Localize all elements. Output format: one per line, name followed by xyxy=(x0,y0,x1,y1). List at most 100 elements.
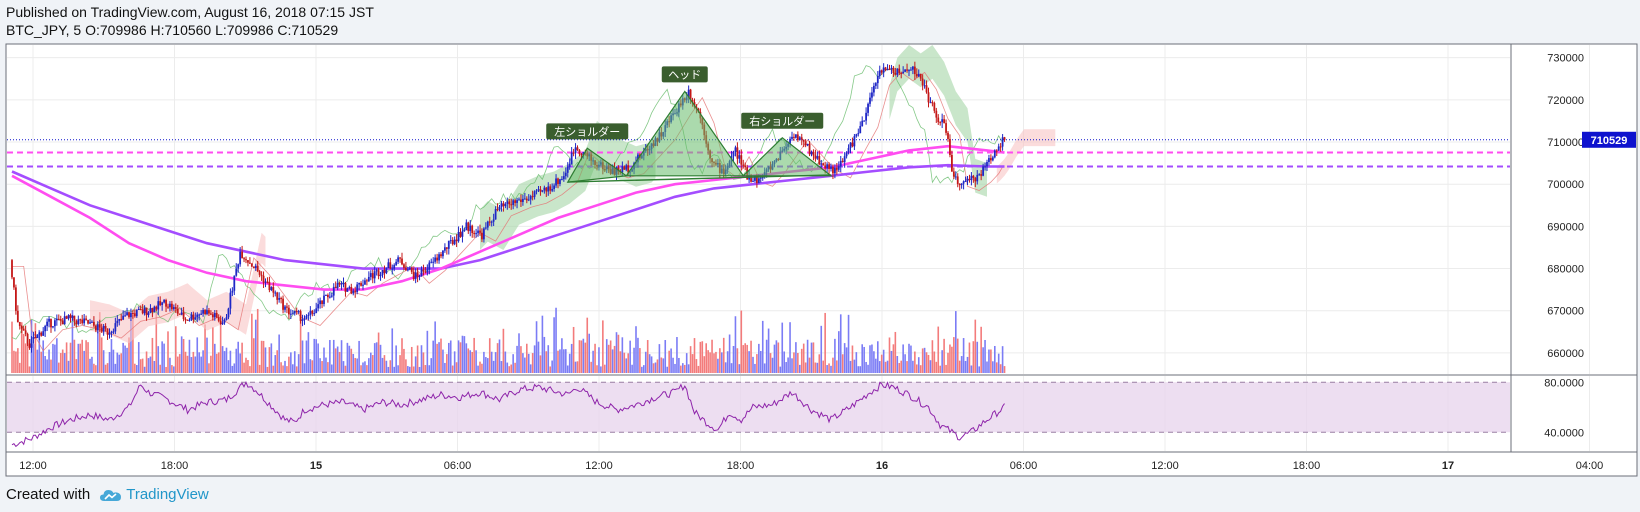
cloud-segment xyxy=(996,129,1056,184)
candle-body xyxy=(243,258,245,260)
volume-bar xyxy=(40,351,43,373)
volume-bars xyxy=(11,307,1006,373)
volume-bar xyxy=(799,364,801,373)
volume-bar xyxy=(393,366,395,373)
candle-body xyxy=(63,316,66,325)
volume-bar xyxy=(869,345,871,373)
candle-body xyxy=(373,271,376,279)
volume-bar xyxy=(906,361,908,373)
volume-bar xyxy=(680,365,682,373)
volume-bar xyxy=(446,354,448,373)
candle-body xyxy=(145,307,148,316)
time-tick-label: 12:00 xyxy=(1151,460,1179,472)
candle-body xyxy=(110,331,113,333)
candle-body xyxy=(305,315,308,319)
volume-bar xyxy=(381,357,384,373)
volume-bar xyxy=(699,341,702,373)
volume-bar xyxy=(221,346,224,373)
candle-body xyxy=(757,178,760,183)
candle-body xyxy=(91,321,93,323)
volume-bar xyxy=(303,363,306,373)
main-pane[interactable] xyxy=(5,43,1512,376)
volume-bar xyxy=(598,347,600,373)
candle-body xyxy=(886,69,889,71)
candle-body xyxy=(196,314,199,318)
volume-bar xyxy=(373,343,376,373)
candle-body xyxy=(202,310,204,314)
volume-bar xyxy=(654,362,657,373)
volume-bar xyxy=(459,342,462,373)
candle-body xyxy=(405,267,407,271)
candle-body xyxy=(750,175,752,182)
candle-body xyxy=(377,270,380,277)
candle-body xyxy=(15,287,17,311)
candle-body xyxy=(252,266,255,269)
candle-body xyxy=(171,303,173,310)
volume-bar xyxy=(276,350,278,373)
volume-bar xyxy=(847,314,850,373)
volume-bar xyxy=(502,328,505,373)
candle-body xyxy=(192,314,195,320)
volume-bar xyxy=(432,340,434,373)
time-tick-label: 18:00 xyxy=(727,460,755,472)
volume-bar xyxy=(670,348,672,373)
volume-bar xyxy=(354,357,356,373)
candle-body xyxy=(810,151,813,155)
volume-bar xyxy=(818,354,821,373)
candle-body xyxy=(350,287,353,294)
volume-bar xyxy=(877,341,879,373)
volume-bar xyxy=(802,343,805,373)
candle-body xyxy=(325,294,327,296)
candle-body xyxy=(231,290,234,293)
volume-bar xyxy=(194,356,197,373)
volume-bar xyxy=(812,342,815,373)
price-axis[interactable] xyxy=(1510,43,1638,376)
candle-body xyxy=(46,321,48,327)
volume-bar xyxy=(270,343,273,373)
volume-bar xyxy=(715,351,717,373)
candle-body xyxy=(947,132,949,139)
candle-body xyxy=(502,203,505,207)
candle-body xyxy=(861,120,864,127)
volume-bar xyxy=(288,356,290,373)
tradingview-logo[interactable]: TradingView xyxy=(100,486,209,503)
candle-body xyxy=(945,123,947,133)
price-tick-label: 690000 xyxy=(1547,221,1584,233)
volume-bar xyxy=(198,352,200,373)
volume-bar xyxy=(67,360,70,373)
volume-bar xyxy=(290,352,292,373)
volume-bar xyxy=(676,337,678,373)
volume-bar xyxy=(1001,346,1004,373)
volume-bar xyxy=(947,352,949,373)
volume-bar xyxy=(678,357,680,373)
volume-bar xyxy=(520,346,522,373)
volume-bar xyxy=(89,358,91,373)
volume-bar xyxy=(912,360,914,373)
time-axis[interactable] xyxy=(5,451,1638,477)
volume-bar xyxy=(175,326,177,373)
candle-body xyxy=(118,318,121,321)
volume-bar xyxy=(77,343,80,373)
candle-body xyxy=(422,269,425,272)
candle-body xyxy=(161,302,164,305)
volume-bar xyxy=(732,345,735,373)
candle-body xyxy=(133,313,136,317)
candle-body xyxy=(126,312,128,316)
volume-bar xyxy=(908,343,910,373)
candle-body xyxy=(93,321,95,326)
candle-body xyxy=(512,200,515,205)
volume-bar xyxy=(994,345,996,373)
candle-body xyxy=(436,257,438,261)
volume-bar xyxy=(280,362,282,373)
volume-bar xyxy=(722,337,725,373)
volume-bar xyxy=(134,363,136,373)
volume-bar xyxy=(951,346,953,373)
price-tick-label: 710000 xyxy=(1547,137,1584,149)
candle-body xyxy=(761,177,764,179)
volume-bar xyxy=(631,364,633,373)
candle-body xyxy=(541,190,544,192)
volume-bar xyxy=(839,314,842,373)
candle-body xyxy=(371,273,374,279)
tradingview-brand: TradingView xyxy=(126,486,209,503)
